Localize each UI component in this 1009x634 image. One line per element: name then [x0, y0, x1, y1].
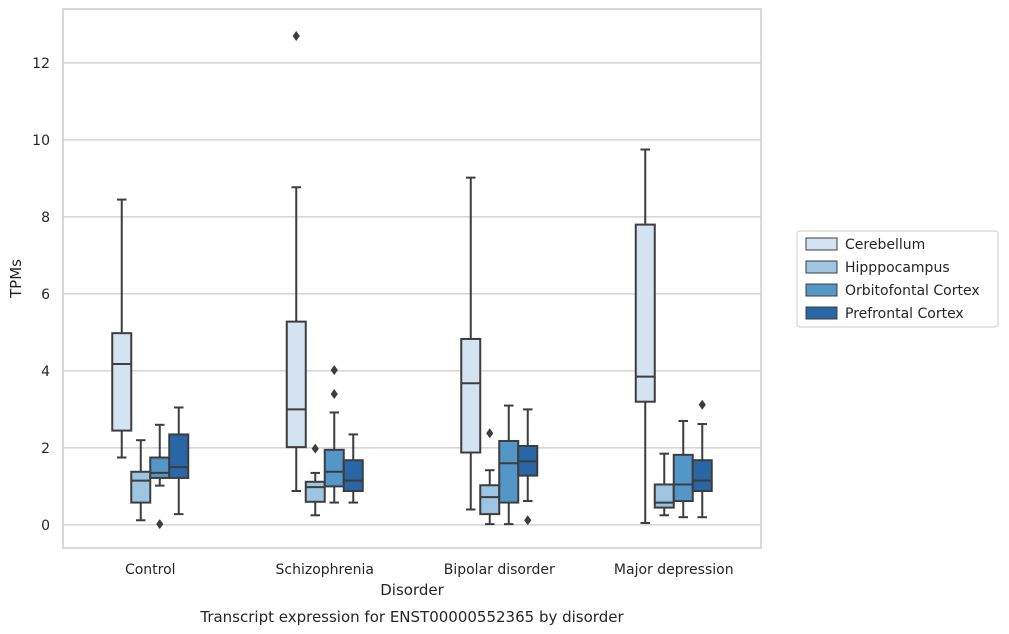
box-iqr [479, 484, 501, 516]
legend-swatch [805, 260, 838, 274]
box-iqr [498, 439, 520, 504]
y-tick-label: 6 [41, 287, 50, 303]
box-iqr [168, 433, 190, 479]
outlier-point [156, 519, 164, 530]
box-iqr [111, 332, 133, 432]
box-iqr [285, 320, 307, 449]
grid-lines [63, 62, 761, 526]
plot-frame [62, 8, 762, 549]
box-cerebellum [460, 176, 482, 511]
chart-caption: Transcript expression for ENST0000055236… [199, 608, 624, 626]
legend-label: Orbitofontal Cortex [845, 283, 980, 299]
outlier-point [486, 428, 494, 439]
box-iqr [304, 480, 326, 503]
box-iqr [672, 453, 694, 503]
y-tick-label: 8 [41, 210, 50, 226]
box-hipppocampus [653, 452, 675, 517]
y-tick-label: 0 [41, 518, 50, 534]
box-iqr [323, 448, 345, 488]
box-prefrontal-cortex [691, 399, 713, 519]
box-cerebellum [111, 198, 133, 459]
box-cerebellum [285, 30, 307, 493]
x-tick-label: Major depression [614, 562, 734, 578]
legend-swatch [805, 306, 838, 320]
box-orbitofontal-cortex [323, 365, 345, 504]
legend-frame [796, 230, 999, 328]
box-iqr [460, 337, 482, 454]
box-iqr [634, 223, 656, 403]
box-hipppocampus [304, 443, 326, 517]
box-orbitofontal-cortex [498, 404, 520, 526]
outlier-point [311, 443, 319, 454]
box-hipppocampus [130, 439, 152, 522]
legend-label: Hipppocampus [845, 260, 950, 276]
legend-label: Prefrontal Cortex [845, 306, 964, 322]
box-iqr [149, 456, 171, 479]
x-tick-label: Control [125, 562, 176, 578]
outlier-point [292, 30, 300, 41]
outlier-point [524, 515, 532, 526]
box-iqr [130, 470, 152, 504]
legend: Cerebellum Hipppocampus Orbitofontal Corte… [796, 230, 999, 328]
y-tick-label: 12 [32, 56, 50, 72]
box-prefrontal-cortex [342, 433, 364, 504]
x-tick-label: Bipolar disorder [444, 562, 555, 578]
x-tick-label: Schizophrenia [276, 562, 374, 578]
box-prefrontal-cortex [517, 408, 539, 526]
y-tick-label: 2 [41, 441, 50, 457]
box-prefrontal-cortex [168, 406, 190, 516]
legend-swatch [805, 237, 838, 251]
legend-label: Cerebellum [845, 237, 925, 253]
x-axis-label: Disorder [380, 581, 444, 599]
box-hipppocampus [479, 428, 501, 526]
y-tick-label: 10 [32, 133, 50, 149]
box-orbitofontal-cortex [149, 423, 171, 530]
box-cerebellum [634, 148, 656, 524]
box-plot-layer [111, 30, 713, 530]
outlier-point [698, 399, 706, 410]
box-iqr [653, 483, 675, 509]
x-tick-labels: Control Schizophrenia Bipolar disorder Majo… [125, 562, 734, 578]
box-iqr [342, 459, 364, 493]
box-orbitofontal-cortex [672, 419, 694, 519]
y-tick-label: 4 [41, 364, 50, 380]
box-iqr [691, 459, 713, 493]
outlier-point [330, 389, 338, 399]
y-axis-label: TPMs [7, 259, 25, 299]
y-tick-labels: 0 2 4 6 8 10 12 [32, 56, 50, 534]
outlier-point [330, 365, 338, 376]
legend-swatch [805, 283, 838, 297]
